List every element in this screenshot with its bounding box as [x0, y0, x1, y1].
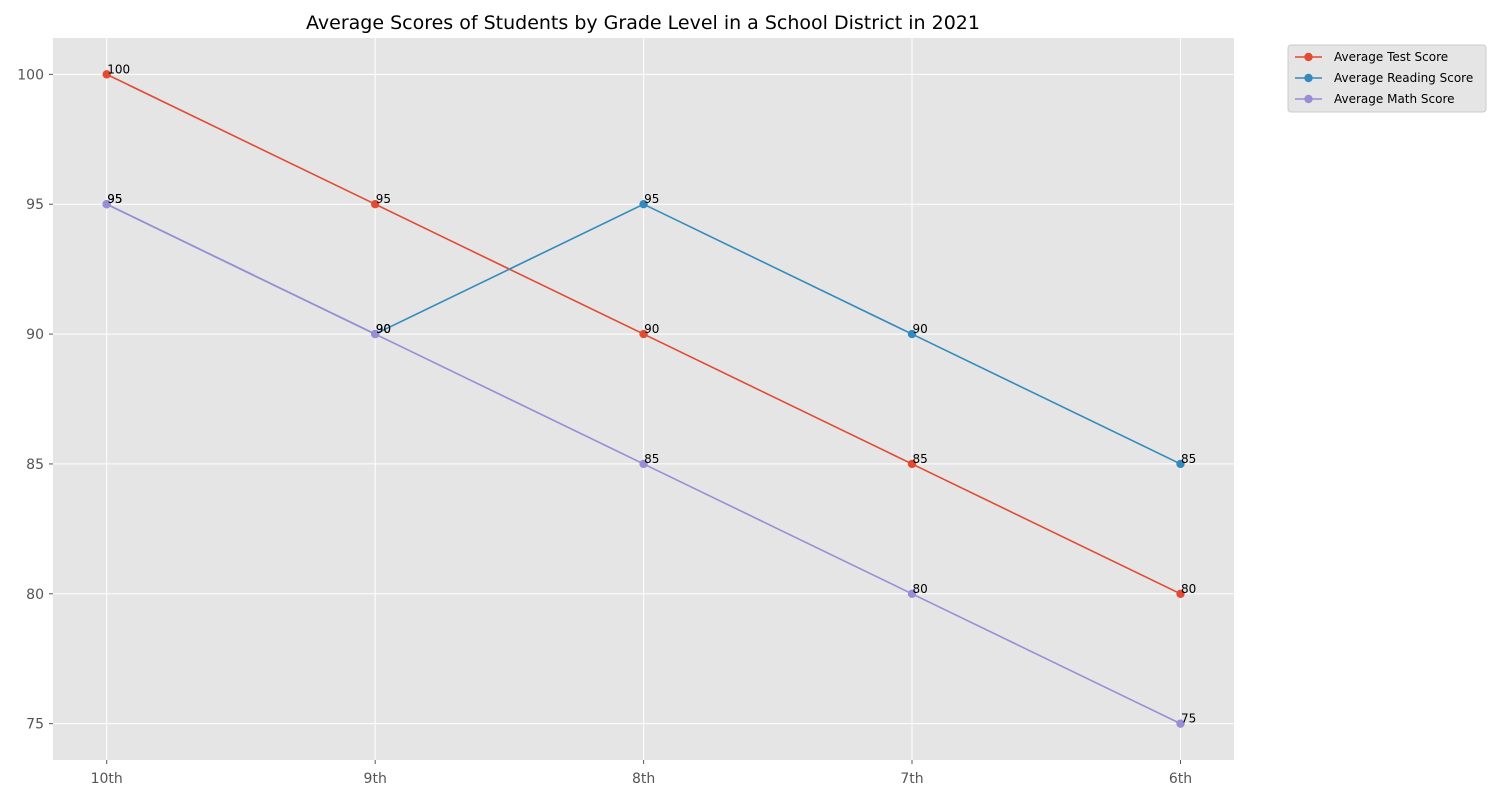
data-point — [102, 70, 111, 79]
data-label: 90 — [644, 322, 659, 336]
legend: Average Test Score Average Reading Score A… — [1287, 44, 1487, 113]
data-point — [639, 200, 648, 209]
data-label: 85 — [913, 452, 928, 466]
data-point — [639, 459, 648, 469]
data-label: 80 — [1181, 582, 1196, 596]
data-label: 95 — [376, 192, 391, 206]
legend-label: Average Math Score — [1334, 92, 1455, 106]
data-label: 95 — [644, 192, 659, 206]
data-point — [907, 459, 917, 469]
data-label: 100 — [107, 62, 130, 76]
data-label: 95 — [107, 192, 122, 206]
data-label: 95 — [107, 192, 122, 206]
data-point — [1176, 459, 1185, 469]
legend-label: Average Test Score — [1334, 50, 1448, 64]
data-label: 90 — [376, 322, 391, 336]
data-label: 75 — [1181, 712, 1196, 726]
legend-marker — [1304, 52, 1313, 62]
data-label: 90 — [376, 322, 391, 336]
y-tick-label: 95 — [26, 197, 44, 213]
data-label: 90 — [913, 322, 928, 336]
data-point — [907, 329, 917, 339]
chart-title: Average Scores of Students by Grade Leve… — [306, 12, 980, 34]
axis-ticks: 75 80 85 90 95 100 10th 9th 8th 7th 6th — [17, 67, 1192, 787]
data-label: 85 — [1181, 452, 1196, 466]
data-point — [371, 329, 380, 339]
legend-marker — [1304, 94, 1313, 104]
series-lines — [102, 70, 1185, 728]
x-tick-label: 8th — [632, 771, 655, 787]
y-tick-label: 75 — [26, 717, 44, 733]
y-tick-label: 85 — [26, 457, 44, 473]
x-tick-label: 10th — [91, 771, 123, 787]
legend-box — [1287, 44, 1487, 113]
y-tick-label: 90 — [26, 327, 44, 343]
data-point — [1176, 719, 1185, 728]
x-tick-label: 9th — [364, 771, 387, 787]
data-point — [102, 200, 111, 209]
x-tick-label: 7th — [900, 771, 923, 787]
data-point — [639, 329, 648, 339]
data-point — [371, 200, 380, 209]
x-tick-label: 6th — [1169, 771, 1192, 787]
legend-marker — [1304, 73, 1313, 83]
legend-label: Average Reading Score — [1334, 71, 1473, 85]
y-tick-label: 80 — [26, 587, 44, 603]
data-point — [907, 589, 917, 598]
data-label: 80 — [913, 582, 928, 596]
data-point — [1176, 589, 1185, 598]
y-tick-label: 100 — [17, 67, 44, 83]
data-label: 85 — [644, 452, 659, 466]
